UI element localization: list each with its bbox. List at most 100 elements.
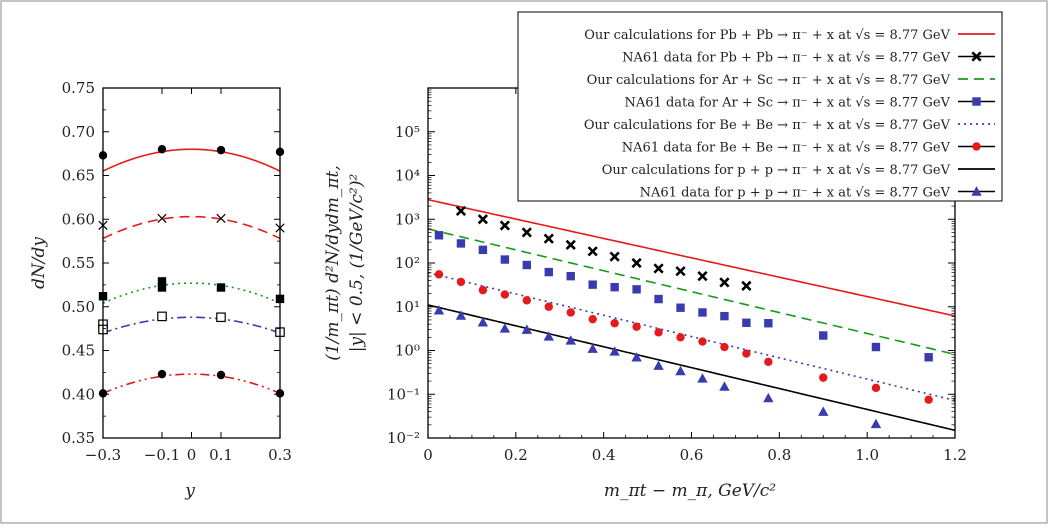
legend-label-1: NA61 data for Pb + Pb → π⁻ + x at √s = 8… <box>622 51 950 66</box>
left-point-4-2 <box>216 370 226 380</box>
right-y-tick-label-1: 10⁻¹ <box>387 385 420 403</box>
right-point-1-10 <box>675 266 686 277</box>
right-y-tick-label-4: 10² <box>395 254 420 272</box>
right-point-5-2 <box>478 285 488 295</box>
right-point-3-0 <box>434 231 444 240</box>
right-point-3-14 <box>742 318 751 327</box>
right-point-7-11 <box>675 365 686 376</box>
left-point-2-1 <box>157 277 167 286</box>
right-y-tick-label-7: 10⁵ <box>395 123 420 141</box>
right-curve-4 <box>428 271 955 402</box>
right-x-tick-label-4: 0.8 <box>767 446 791 464</box>
right-point-3-13 <box>720 311 729 321</box>
right-point-7-4 <box>521 324 533 334</box>
right-point-7-12 <box>697 373 708 383</box>
right-y-axis-label-line2: |y| < 0.5, (1/GeV/c²)² <box>347 174 367 353</box>
left-curve-4 <box>102 373 281 395</box>
right-curve-2 <box>428 228 955 356</box>
left-x-tick-label-3: 0.1 <box>209 446 233 464</box>
right-point-5-1 <box>456 277 466 287</box>
right-chart: 0 0.2 0.4 0.6 0.8 1.0 1.2 10⁻² 10⁻¹ 10⁰ 10¹ 10² 10³ 1… <box>323 11 1003 501</box>
legend-label-7: NA61 data for p + p → π⁻ + x at √s = 8.7… <box>640 186 951 201</box>
left-x-tick-label-2: 0 <box>187 446 197 464</box>
right-point-1-6 <box>587 246 598 257</box>
legend-box <box>517 11 1003 202</box>
right-point-5-11 <box>676 333 685 342</box>
right-point-5-13 <box>720 342 729 352</box>
left-point-1-1 <box>157 213 167 223</box>
legend-label-5: NA61 data for Be + Be → π⁻ + x at √s = 8… <box>622 141 951 156</box>
right-x-tick-label-0: 0 <box>423 446 433 464</box>
right-point-3-15 <box>764 319 773 328</box>
left-point-2-2 <box>157 283 167 292</box>
right-point-7-3 <box>499 323 511 333</box>
right-x-axis-label: m_πt − m_π, GeV/c² <box>604 481 776 501</box>
left-point-3-3 <box>216 312 226 323</box>
right-point-7-1 <box>455 310 467 320</box>
right-point-5-16 <box>819 373 828 382</box>
right-point-3-5 <box>544 267 553 277</box>
right-point-1-5 <box>565 239 576 250</box>
left-y-tick-label-5: 0.60 <box>62 210 95 228</box>
legend-label-4: Our calculations for Be + Be → π⁻ + x at… <box>584 118 951 133</box>
right-x-tick-label-2: 0.4 <box>592 446 616 464</box>
right-curve-6 <box>428 304 955 432</box>
right-point-3-9 <box>632 285 641 294</box>
left-y-axis-label: dN/dy <box>29 237 49 289</box>
legend-label-6: Our calculations for p + p → π⁻ + x at √… <box>602 163 951 178</box>
left-x-tick-label-4: 0.3 <box>268 446 292 464</box>
left-x-axis-label: y <box>184 481 195 501</box>
right-point-5-10 <box>654 328 663 337</box>
legend-label-3: NA61 data for Ar + Sc → π⁻ + x at √s = 8… <box>625 96 951 111</box>
right-point-7-6 <box>565 335 576 345</box>
right-point-7-8 <box>609 346 620 356</box>
right-point-3-12 <box>698 308 707 317</box>
right-point-3-4 <box>522 260 532 270</box>
right-point-1-3 <box>521 227 532 238</box>
right-point-1-2 <box>499 220 510 231</box>
right-x-tick-label-6: 1.2 <box>943 446 967 464</box>
right-point-3-3 <box>500 255 510 264</box>
right-y-tick-label-5: 10³ <box>395 210 420 228</box>
right-y-tick-label-3: 10¹ <box>395 298 420 316</box>
right-y-tick-label-0: 10⁻² <box>387 429 420 447</box>
right-point-3-1 <box>456 239 466 248</box>
right-point-7-13 <box>719 381 730 391</box>
right-point-5-12 <box>698 337 707 346</box>
right-y-axis-label-line1: (1/m_πt) d²N/dydm_πt, <box>323 165 343 361</box>
right-point-5-17 <box>871 383 881 393</box>
right-point-1-9 <box>653 263 664 274</box>
left-x-tick-label-1: −0.1 <box>144 446 180 464</box>
left-chart: −0.3 −0.1 0 0.1 0.3 0.35 0.40 0.45 0.50 0.55 0.60 0… <box>29 79 292 501</box>
right-point-3-10 <box>654 294 663 304</box>
right-y-tick-label-6: 10⁴ <box>395 167 420 185</box>
left-y-tick-label-8: 0.75 <box>62 79 95 97</box>
right-point-5-8 <box>610 319 619 328</box>
right-point-5-9 <box>632 322 641 331</box>
left-y-tick-label-2: 0.45 <box>62 342 95 360</box>
right-y-tick-label-2: 10⁰ <box>395 342 420 360</box>
left-curve-1 <box>102 215 281 240</box>
left-point-1-2 <box>216 213 226 223</box>
left-y-tick-label-6: 0.65 <box>62 167 95 185</box>
legend-label-2: Our calculations for Ar + Sc → π⁻ + x at… <box>587 73 951 88</box>
right-point-7-14 <box>763 392 774 403</box>
right-point-7-10 <box>653 360 664 370</box>
right-point-7-16 <box>870 418 882 429</box>
right-point-7-7 <box>587 343 598 353</box>
right-point-1-0 <box>455 205 467 217</box>
right-point-7-15 <box>818 406 829 416</box>
right-point-5-0 <box>434 270 444 279</box>
right-point-1-1 <box>477 214 489 225</box>
left-y-tick-label-3: 0.50 <box>62 298 95 316</box>
left-point-0-2 <box>216 145 226 155</box>
right-point-5-14 <box>742 349 751 358</box>
right-point-1-11 <box>697 271 708 282</box>
left-curve-2 <box>102 282 281 304</box>
right-point-3-18 <box>924 353 933 362</box>
right-x-tick-label-3: 0.6 <box>680 446 704 464</box>
legend: Our calculations for Pb + Pb → π⁻ + x at… <box>517 11 1003 202</box>
left-y-tick-label-7: 0.70 <box>62 123 95 141</box>
